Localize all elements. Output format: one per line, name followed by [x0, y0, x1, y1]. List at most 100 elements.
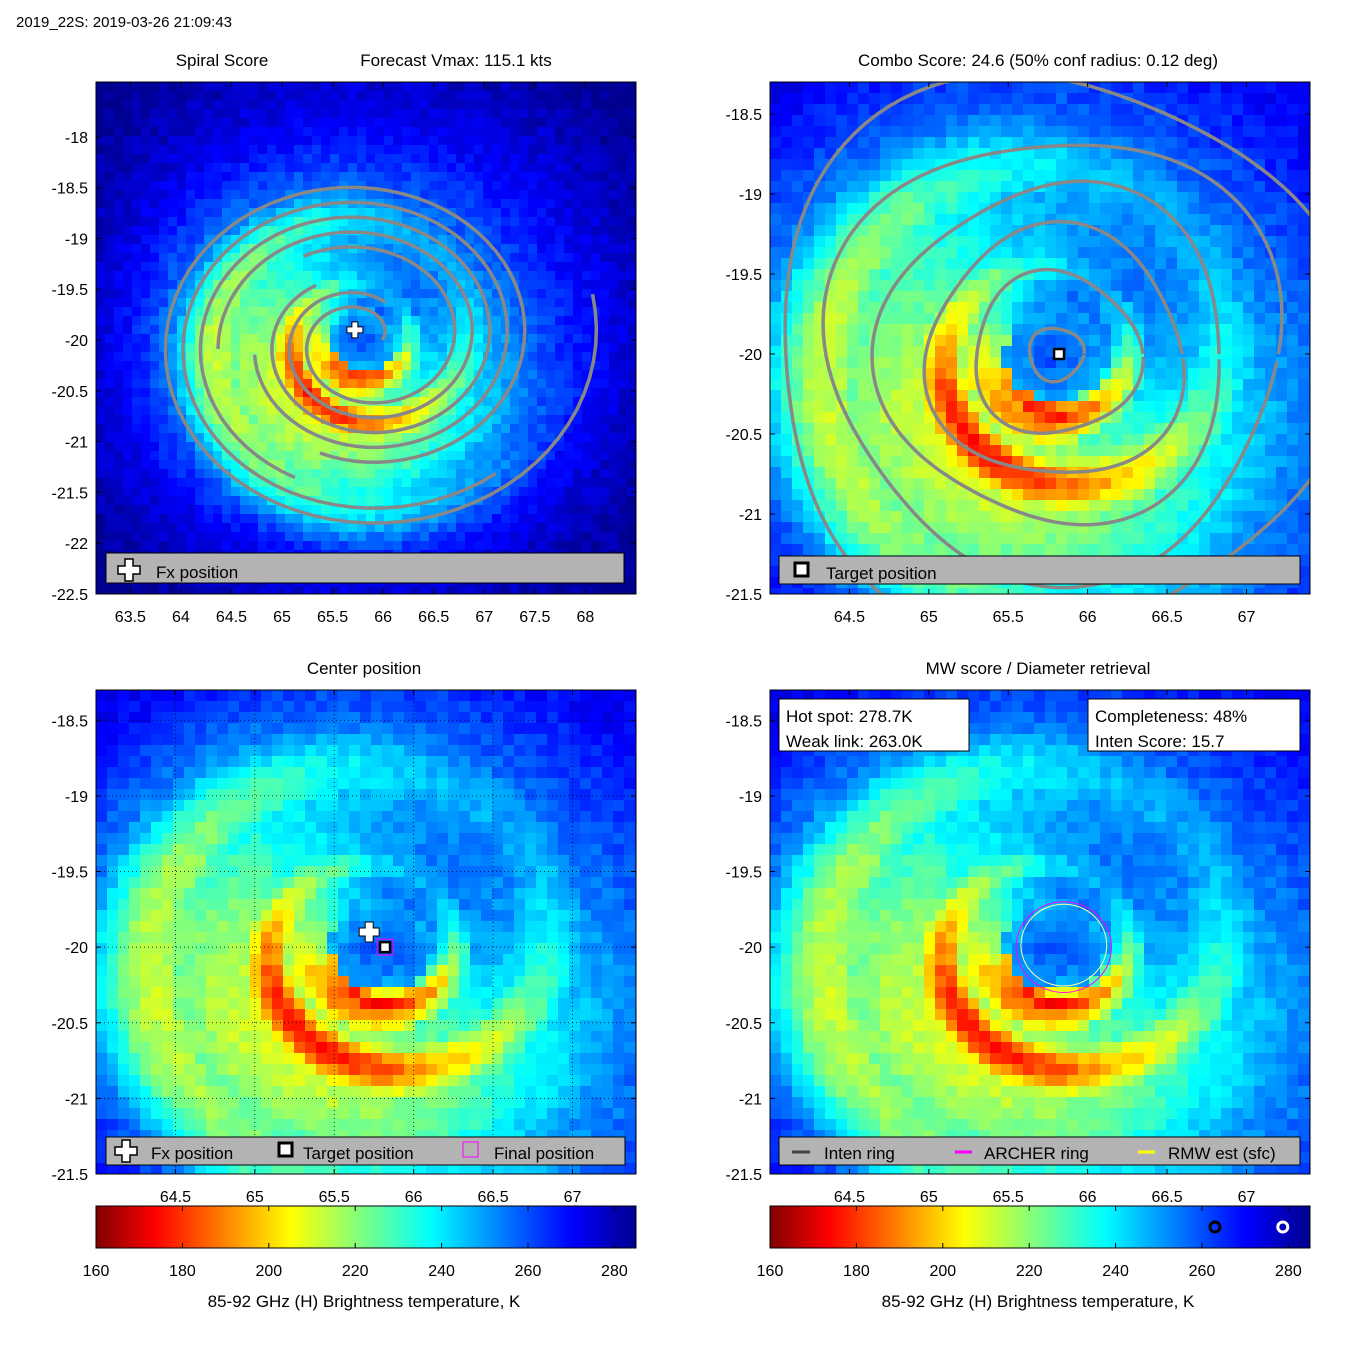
- heatmap-cell: [869, 93, 881, 105]
- heatmap-cell: [420, 181, 430, 191]
- heatmap-cell: [204, 235, 214, 245]
- heatmap-cell: [447, 433, 457, 443]
- heatmap-cell: [249, 280, 259, 290]
- heatmap-cell: [1232, 313, 1244, 325]
- heatmap-cell: [429, 451, 439, 461]
- heatmap-cell: [222, 217, 232, 227]
- heatmap-cell: [501, 163, 511, 173]
- heatmap-cell: [781, 225, 793, 237]
- heatmap-cell: [564, 370, 574, 380]
- heatmap-cell: [880, 423, 892, 435]
- heatmap-cell: [564, 82, 574, 92]
- heatmap-cell: [501, 217, 511, 227]
- heatmap-cell: [294, 280, 304, 290]
- heatmap-cell: [402, 496, 412, 506]
- heatmap-cell: [357, 109, 367, 119]
- heatmap-cell: [393, 118, 403, 128]
- heatmap-cell: [528, 370, 538, 380]
- heatmap-cell: [1067, 412, 1079, 424]
- heatmap-cell: [1232, 137, 1244, 149]
- heatmap-cell: [222, 235, 232, 245]
- heatmap-cell: [186, 163, 196, 173]
- heatmap-cell: [501, 415, 511, 425]
- heatmap-cell: [285, 316, 295, 326]
- heatmap-cell: [276, 307, 286, 317]
- heatmap-cell: [276, 253, 286, 263]
- heatmap-cell: [501, 208, 511, 218]
- heatmap-cell: [240, 190, 250, 200]
- heatmap-cell: [321, 307, 331, 317]
- heatmap-cell: [456, 208, 466, 218]
- heatmap-cell: [836, 357, 848, 369]
- heatmap-cell: [1298, 115, 1310, 127]
- heatmap-cell: [492, 271, 502, 281]
- heatmap-cell: [591, 109, 601, 119]
- heatmap-cell: [105, 226, 115, 236]
- heatmap-cell: [114, 370, 124, 380]
- heatmap-cell: [240, 244, 250, 254]
- heatmap-cell: [858, 247, 870, 259]
- heatmap-cell: [213, 424, 223, 434]
- heatmap-cell: [330, 505, 340, 515]
- heatmap-cell: [1023, 225, 1035, 237]
- heatmap-cell: [1254, 203, 1266, 215]
- heatmap-cell: [384, 298, 394, 308]
- heatmap-cell: [1045, 390, 1057, 402]
- heatmap-cell: [330, 91, 340, 101]
- heatmap-cell: [1111, 115, 1123, 127]
- heatmap-cell: [1265, 236, 1277, 248]
- heatmap-cell: [168, 91, 178, 101]
- heatmap-cell: [177, 523, 187, 533]
- heatmap-cell: [519, 478, 529, 488]
- heatmap-cell: [384, 361, 394, 371]
- heatmap-cell: [1100, 247, 1112, 259]
- heatmap-cell: [105, 478, 115, 488]
- heatmap-cell: [1166, 148, 1178, 160]
- heatmap-cell: [1166, 170, 1178, 182]
- heatmap-cell: [1155, 324, 1167, 336]
- heatmap-cell: [546, 100, 556, 110]
- heatmap-cell: [357, 487, 367, 497]
- heatmap-cell: [267, 541, 277, 551]
- heatmap-cell: [1122, 104, 1134, 116]
- heatmap-cell: [1045, 170, 1057, 182]
- heatmap-cell: [402, 388, 412, 398]
- heatmap-cell: [1078, 412, 1090, 424]
- heatmap-cell: [600, 262, 610, 272]
- heatmap-cell: [348, 505, 358, 515]
- heatmap-cell: [141, 271, 151, 281]
- heatmap-cell: [618, 586, 628, 594]
- heatmap-cell: [1034, 291, 1046, 303]
- heatmap-cell: [1067, 93, 1079, 105]
- heatmap-cell: [825, 181, 837, 193]
- heatmap-cell: [519, 505, 529, 515]
- heatmap-cell: [803, 368, 815, 380]
- heatmap-cell: [573, 523, 583, 533]
- heatmap-cell: [186, 442, 196, 452]
- heatmap-cell: [249, 343, 259, 353]
- heatmap-cell: [375, 334, 385, 344]
- heatmap-cell: [847, 258, 859, 270]
- heatmap-cell: [186, 181, 196, 191]
- heatmap-cell: [213, 217, 223, 227]
- heatmap-cell: [814, 357, 826, 369]
- heatmap-cell: [213, 91, 223, 101]
- heatmap-cell: [814, 291, 826, 303]
- heatmap-cell: [990, 159, 1002, 171]
- heatmap-cell: [564, 460, 574, 470]
- heatmap-cell: [348, 91, 358, 101]
- heatmap-cell: [814, 280, 826, 292]
- heatmap-cell: [438, 280, 448, 290]
- heatmap-cell: [1265, 115, 1277, 127]
- heatmap-cell: [935, 203, 947, 215]
- heatmap-cell: [429, 325, 439, 335]
- heatmap-cell: [105, 181, 115, 191]
- heatmap-cell: [946, 368, 958, 380]
- heatmap-cell: [1133, 192, 1145, 204]
- heatmap-cell: [330, 253, 340, 263]
- heatmap-cell: [781, 412, 793, 424]
- heatmap-cell: [177, 253, 187, 263]
- heatmap-cell: [1243, 357, 1255, 369]
- heatmap-cell: [609, 298, 619, 308]
- heatmap-cell: [858, 93, 870, 105]
